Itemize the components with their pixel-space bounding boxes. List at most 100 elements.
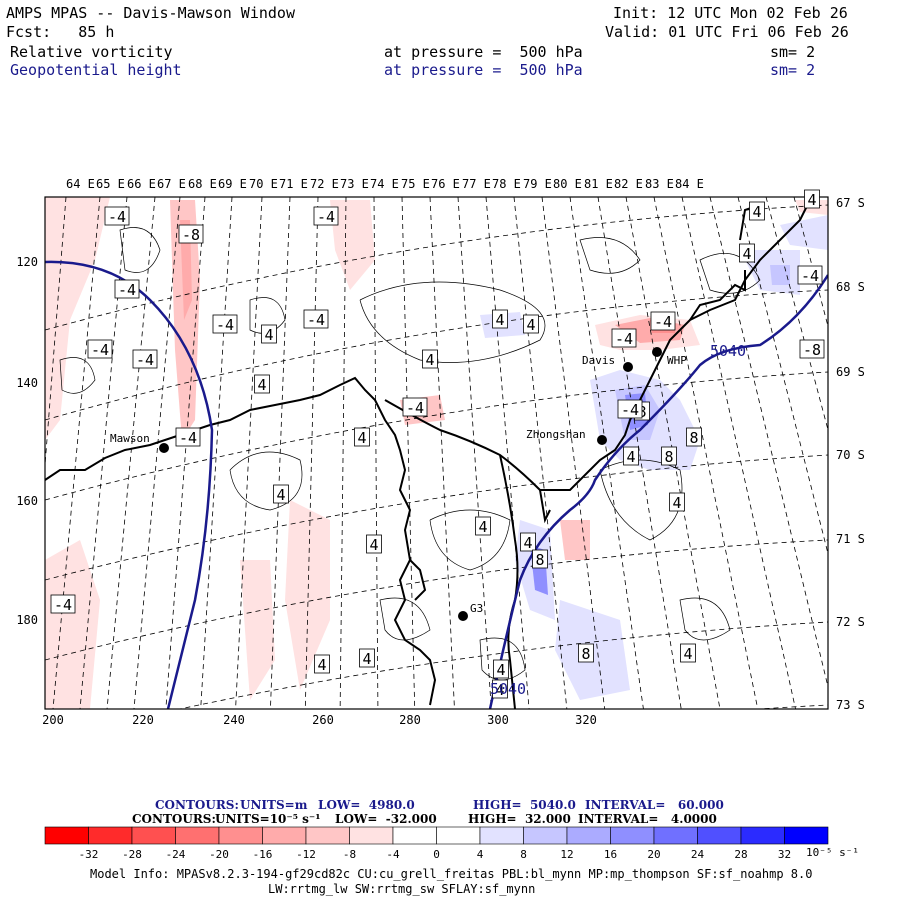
contour1-interval: INTERVAL= 60.000 [585,798,724,812]
vorticity-label-box [532,549,548,569]
vorticity-label-box [87,339,113,359]
vorticity-label: 4 [357,429,366,447]
station-label: Mawson [110,432,150,445]
latitude-label: 68 S [836,280,865,294]
vorticity-label-box [611,328,637,348]
station-g3-marker [458,611,468,621]
vorticity-label: -4 [406,399,424,417]
vorticity-shading [45,197,828,709]
vorticity-label-box [402,397,428,417]
latitude-label: 67 S [836,196,865,210]
vorticity-label: 4 [478,518,487,536]
station-label: G3 [470,602,483,615]
x-tick-label: 300 [487,713,509,727]
latitude-label: 70 S [836,448,865,462]
vorticity-label: 4 [264,326,273,344]
longitude-label: 65 E [96,177,125,191]
contour2-low: LOW= -32.000 [335,812,437,826]
y-tick-label: 180 [16,613,38,627]
longitude-label: 64 E [66,177,95,191]
station-davis-marker [623,362,633,372]
colorbar-swatch [305,826,350,845]
latitude-label: 69 S [836,365,865,379]
contour1-high: HIGH= 5040.0 [473,798,576,812]
vorticity-label-box [661,446,677,466]
vorticity-label-box [804,189,820,209]
longitude-label: 74 E [370,177,399,191]
field1-name: Relative vorticity [10,43,173,61]
station-label: WHP [667,354,687,367]
vorticity-label-box [314,654,330,674]
vorticity-label: 4 [683,645,692,663]
colorbar-swatch [479,826,524,845]
vorticity-label-box [422,349,438,369]
x-tick-label: 320 [575,713,597,727]
colorbar-swatch [784,826,829,845]
vorticity-label: -4 [317,208,335,226]
station-zhongshan-marker [597,435,607,445]
vorticity-label-box [354,427,370,447]
vorticity-label-box [749,201,765,221]
valid-time: Valid: 01 UTC Fri 06 Feb 26 [605,23,849,41]
colorbar-label: 28 [734,848,747,861]
vorticity-label-box [114,279,140,299]
vorticity-label: -4 [108,208,126,226]
longitude-label: 83 E [645,177,674,191]
vorticity-label: 4 [495,681,504,699]
colorbar-label: 4 [477,848,484,861]
forecast-hour: Fcst: 85 h [6,23,115,41]
height-contour-labels: 5040 5040 [490,342,746,698]
vorticity-label-box [492,679,508,699]
height-label: 5040 [710,342,746,360]
x-tick-label: 220 [132,713,154,727]
vorticity-label-box [254,374,270,394]
vorticity-label: -4 [179,429,197,447]
vorticity-label: 8 [535,551,544,569]
longitude-label: 70 E [249,177,278,191]
colorbar-label: -8 [343,848,356,861]
colorbar-swatch [523,826,568,845]
vorticity-label-box [132,349,158,369]
vorticity-label-box [686,427,702,447]
height-label: 5040 [490,680,526,698]
colorbar-label: -20 [209,848,229,861]
longitude-label: 72 E [310,177,339,191]
colorbar-label: -12 [296,848,316,861]
colorbar-swatch [740,826,785,845]
vorticity-label-box [523,314,539,334]
vorticity-label: 4 [317,656,326,674]
vorticity-label: -4 [216,316,234,334]
field2-smoothing: sm= 2 [770,61,816,79]
contour1-label: CONTOURS: [155,798,239,812]
vorticity-label-box [273,484,289,504]
vorticity-label: -4 [91,341,109,359]
longitude-label: 66 E [127,177,156,191]
contour2-interval: INTERVAL= 4.0000 [578,812,717,826]
vorticity-label: 4 [276,486,285,504]
vorticity-label: -8 [803,341,821,359]
vorticity-label: 4 [672,494,681,512]
station-label: Davis [582,354,615,367]
vorticity-label-box [303,309,329,329]
colorbar [44,826,829,845]
vorticity-label: 4 [526,316,535,334]
contour1-units: UNITS=m [240,798,308,812]
station-labels: Mawson Davis WHP Zhongshan G3 [110,354,687,615]
vorticity-label: -4 [654,313,672,331]
vorticity-label: -4 [801,267,819,285]
colorbar-swatch [131,826,176,845]
coastline [45,199,811,709]
vorticity-label-box [617,399,643,419]
colorbar-label: -4 [386,848,400,861]
colorbar-labels: -32 -28 -24 -20 -16 -12 -8 -4 0 4 8 12 16 20 24 28 32 [79,848,792,861]
longitude-label: 78 E [492,177,521,191]
vorticity-label: 8 [664,448,673,466]
longitude-label: 77 E [462,177,491,191]
longitude-label: 75 E [401,177,430,191]
vorticity-label: 4 [425,351,434,369]
longitude-labels: 64 E 65 E 66 E 67 E 68 E 69 E 70 E 71 E 72 E 73 E… [66,177,704,191]
model-info-line1: Model Info: MPASv8.2.3-194-gf29cd82c CU:… [90,867,813,881]
vorticity-label-box [261,324,277,344]
contour1-low: LOW= 4980.0 [318,798,415,812]
plot-title: AMPS MPAS -- Davis-Mawson Window [6,4,295,22]
